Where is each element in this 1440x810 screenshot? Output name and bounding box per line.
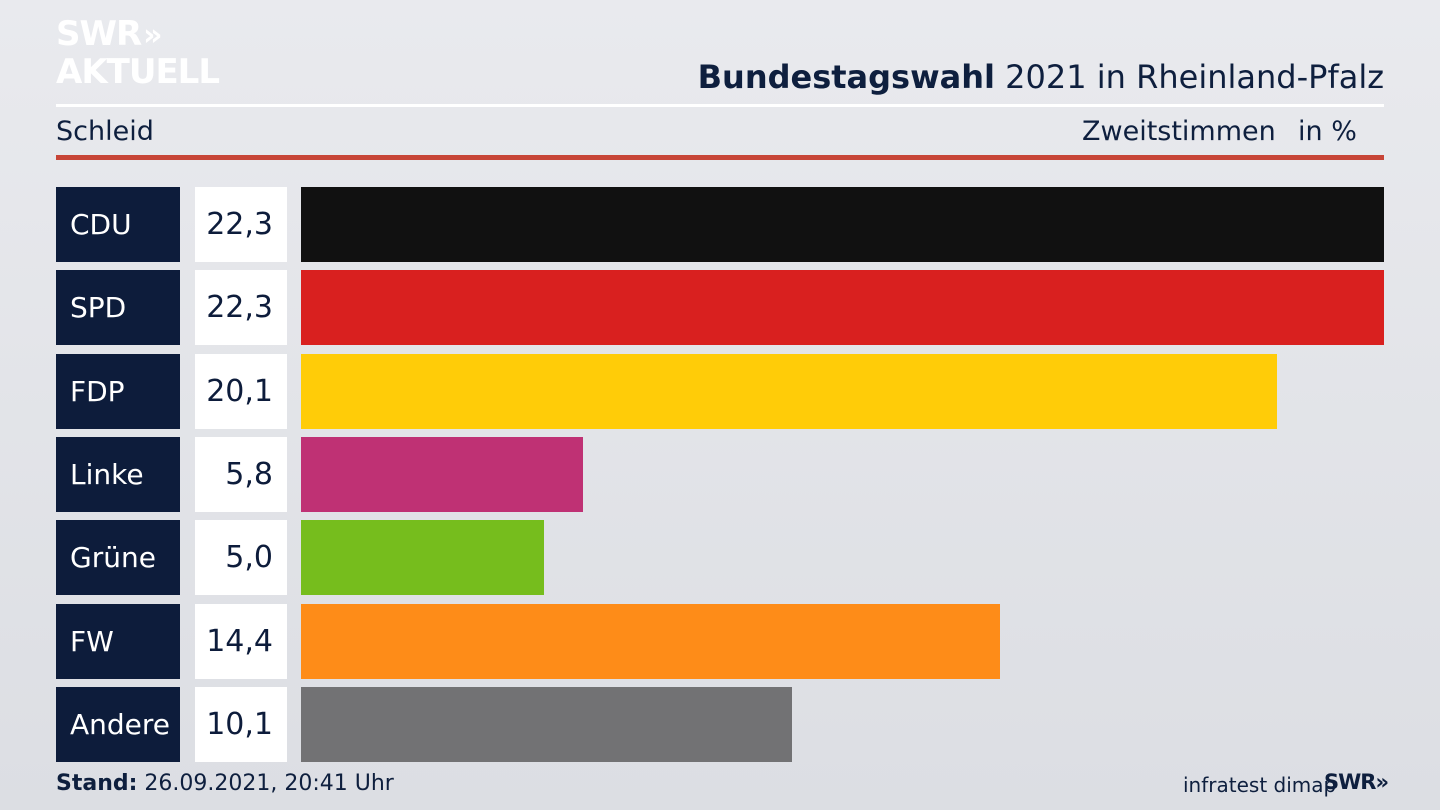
- timestamp-value: 26.09.2021, 20:41 Uhr: [137, 771, 394, 796]
- logo-line-2: AKTUELL: [56, 52, 220, 92]
- party-label: FDP: [56, 353, 180, 429]
- unit-label: in %: [1298, 116, 1357, 147]
- value-label: 10,1: [195, 686, 287, 762]
- region-subtitle: Schleid: [56, 116, 154, 147]
- logo-line-1: SWR: [56, 14, 142, 54]
- value-label: 5,0: [195, 520, 287, 596]
- bar-row: FDP 20,1: [56, 353, 1384, 429]
- bar-row: CDU 22,3: [56, 187, 1384, 262]
- bar: [301, 353, 1278, 429]
- party-label: FW: [56, 603, 180, 679]
- value-label: 5,8: [195, 436, 287, 512]
- swr-aktuell-logo: SWR» AKTUELL: [56, 14, 220, 92]
- bar: [301, 187, 1384, 262]
- logo-chevrons: »: [143, 18, 163, 53]
- bar-row: Linke 5,8: [56, 436, 1384, 512]
- chart-title-bold: Bundestagswahl: [697, 58, 995, 96]
- timestamp: Stand: 26.09.2021, 20:41 Uhr: [56, 771, 394, 796]
- bar-row: FW 14,4: [56, 603, 1384, 679]
- chart-title-rest: 2021 in Rheinland-Pfalz: [995, 58, 1384, 96]
- chart-title: Bundestagswahl 2021 in Rheinland-Pfalz: [698, 58, 1384, 96]
- bar: [301, 686, 792, 762]
- value-label: 14,4: [195, 603, 287, 679]
- bar: [301, 520, 544, 596]
- subheader-divider: [56, 155, 1384, 160]
- party-label: Linke: [56, 436, 180, 512]
- timestamp-label: Stand:: [56, 771, 138, 796]
- bar-row: SPD 22,3: [56, 270, 1384, 346]
- bar: [301, 270, 1384, 346]
- value-label: 22,3: [195, 270, 287, 346]
- party-label: CDU: [56, 187, 180, 262]
- source-credit: infratest dimap: [1183, 773, 1337, 797]
- header-divider: [56, 104, 1384, 107]
- party-label: SPD: [56, 270, 180, 346]
- party-label: Andere: [56, 686, 180, 762]
- value-label: 20,1: [195, 353, 287, 429]
- bar-row: Grüne 5,0: [56, 520, 1384, 596]
- swr-footer-logo: SWR»: [1324, 770, 1389, 794]
- bar-row: Andere 10,1: [56, 686, 1384, 762]
- bar: [301, 436, 583, 512]
- party-label: Grüne: [56, 520, 180, 596]
- value-label: 22,3: [195, 187, 287, 262]
- measure-label: Zweitstimmen: [1082, 116, 1276, 147]
- bar: [301, 603, 1001, 679]
